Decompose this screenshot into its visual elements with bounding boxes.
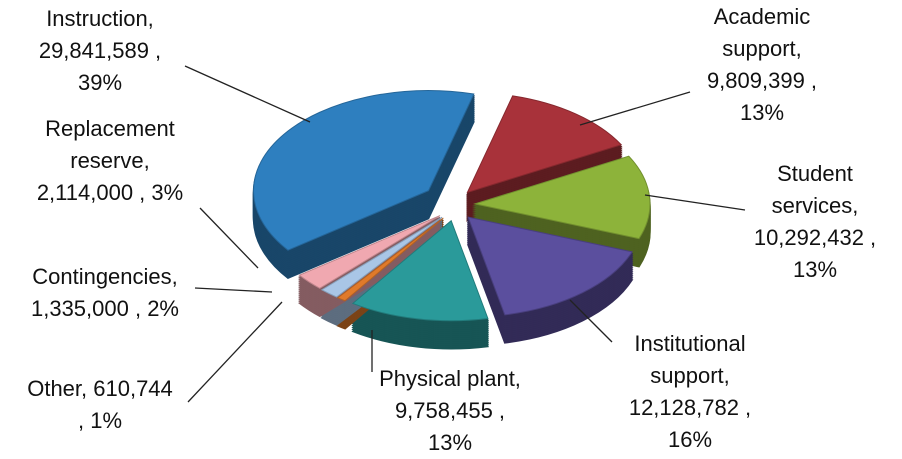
data-label-line: 10,292,432 , (754, 225, 876, 250)
data-label-line: 39% (78, 70, 122, 95)
data-label-line: , 1% (78, 408, 122, 433)
data-label-line: 9,809,399 , (707, 68, 817, 93)
data-label-line: 12,128,782 , (629, 395, 751, 420)
data-label-line: Institutional (634, 331, 745, 356)
leader-line (199, 207, 259, 269)
data-label: Replacement reserve, 2,114,000 , 3% (37, 116, 183, 205)
data-label-line: 13% (740, 100, 784, 125)
data-label: Student services, 10,292,432 , 13% (754, 161, 876, 282)
data-label: Academic support, 9,809,399 , 13% (707, 4, 817, 125)
data-label: Physical plant, 9,758,455 , 13% (379, 366, 521, 455)
data-label-line: support, (650, 363, 730, 388)
data-label-line: 16% (668, 427, 712, 452)
slice (466, 95, 623, 194)
data-label-line: 13% (793, 257, 837, 282)
slice (336, 217, 444, 302)
data-label-line: 29,841,589 , (39, 38, 161, 63)
leader-line (187, 301, 283, 403)
data-label: Other, 610,744 , 1% (27, 376, 173, 433)
slice (351, 219, 489, 322)
data-label-line: Physical plant, (379, 366, 521, 391)
data-label-line: 2,114,000 , 3% (37, 180, 183, 205)
data-label: Contingencies, 1,335,000 , 2% (31, 264, 179, 321)
data-label: Instruction, 29,841,589 , 39% (39, 6, 161, 95)
leader-line (194, 287, 273, 293)
data-label-line: Contingencies, (32, 264, 178, 289)
data-label-line: services, (772, 193, 859, 218)
data-label-line: Academic (714, 4, 811, 29)
leader-line (184, 65, 311, 123)
data-label-line: 9,758,455 , (395, 398, 505, 423)
data-label-line: Other, 610,744 (27, 376, 173, 401)
slice (298, 215, 441, 289)
leader-line (644, 194, 746, 211)
leader-line (569, 299, 613, 343)
leader-line (579, 91, 691, 126)
slice (472, 155, 651, 240)
slice (467, 216, 633, 316)
data-label-line: 13% (428, 430, 472, 455)
data-label-line: Student (777, 161, 853, 186)
slice (253, 90, 475, 251)
data-label-line: support, (722, 36, 802, 61)
data-label-line: reserve, (70, 148, 149, 173)
slice (320, 216, 443, 298)
data-label-line: Replacement (45, 116, 175, 141)
data-label: Institutional support, 12,128,782 , 16% (629, 331, 751, 452)
data-label-line: Instruction, (46, 6, 154, 31)
data-label-line: 1,335,000 , 2% (31, 296, 179, 321)
